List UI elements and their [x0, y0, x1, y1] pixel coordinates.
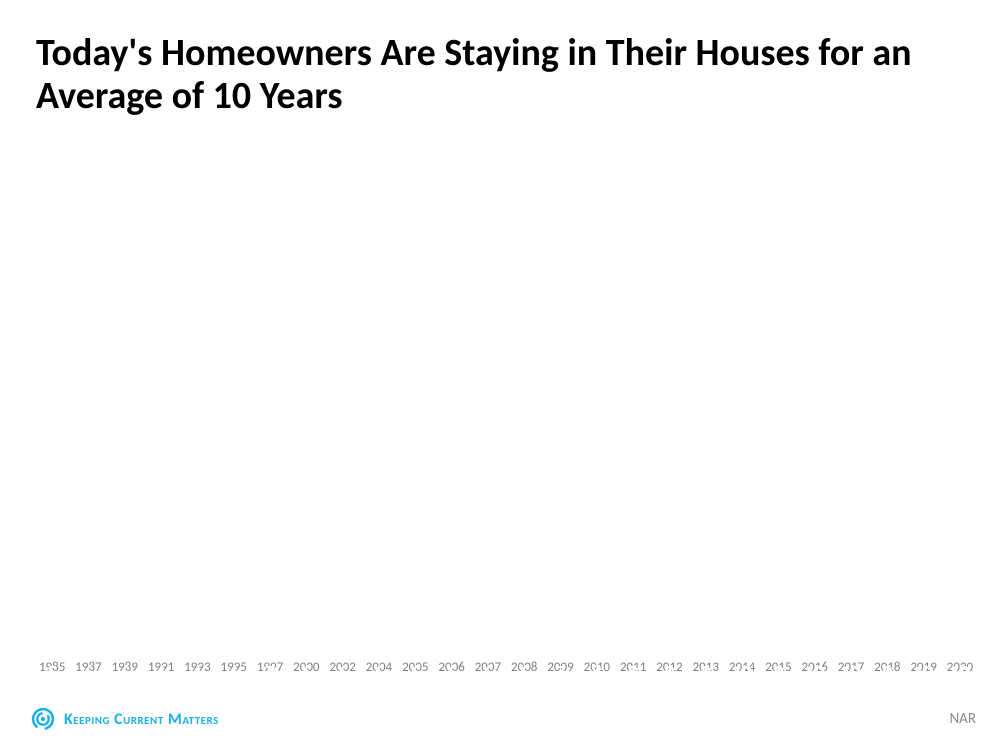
bar-value-label: 5: [36, 661, 68, 685]
bar-value-label: 6: [435, 661, 467, 685]
bar-value-label: 6: [181, 661, 213, 685]
bar-value-label: 6: [218, 661, 250, 685]
chart-title: Today's Homeowners Are Staying in Their …: [36, 32, 960, 117]
footer: Keeping Current Matters NAR: [30, 706, 976, 732]
bar-value-label: 10: [908, 661, 940, 685]
bar-value-label: 9: [617, 661, 649, 685]
bar-value-label: 10: [799, 661, 831, 685]
bar-value-label: 6: [327, 661, 359, 685]
bar-chart: 5666667666666678999109101091010 19851987…: [36, 170, 976, 675]
bar-value-label: 6: [508, 661, 540, 685]
bar-value-label: 10: [944, 661, 976, 685]
swirl-icon: [30, 706, 56, 732]
bar-value-label: 6: [363, 661, 395, 685]
bar-value-label: 9: [653, 661, 685, 685]
brand: Keeping Current Matters: [30, 706, 219, 732]
brand-text: Keeping Current Matters: [64, 710, 219, 729]
bar-value-label: 8: [581, 661, 613, 685]
bar-value-label: 10: [726, 661, 758, 685]
source-label: NAR: [949, 710, 976, 728]
bar-value-label: 6: [109, 661, 141, 685]
bar-value-label: 6: [145, 661, 177, 685]
bar-value-label: 9: [690, 661, 722, 685]
bar-value-label: 9: [762, 661, 794, 685]
bar-value-label: 7: [544, 661, 576, 685]
bar-value-label: 6: [399, 661, 431, 685]
bar-value-label: 10: [835, 661, 867, 685]
bars-row: 5666667666666678999109101091010: [36, 170, 976, 656]
slide: Today's Homeowners Are Staying in Their …: [0, 0, 1000, 750]
bar-value-label: 7: [254, 661, 286, 685]
bar-value-label: 6: [290, 661, 322, 685]
bar-value-label: 6: [72, 661, 104, 685]
bar-value-label: 6: [472, 661, 504, 685]
bar-value-label: 9: [871, 661, 903, 685]
